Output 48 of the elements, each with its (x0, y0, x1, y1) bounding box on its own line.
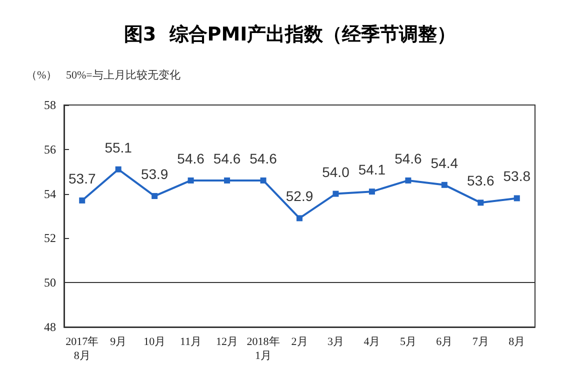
data-label: 53.8 (503, 168, 531, 184)
point (188, 177, 194, 184)
x-tick-label: 3月 (327, 336, 344, 348)
data-label: 53.7 (68, 170, 96, 186)
y-axis-title: （%） (26, 70, 58, 82)
data-label: 54.6 (213, 150, 241, 166)
x-tick-label: 7月 (472, 336, 489, 348)
point (115, 166, 122, 172)
data-label: 53.9 (140, 166, 168, 182)
point (79, 197, 86, 204)
y-tick-label: 58 (44, 98, 56, 112)
x-tick-label: 2018年 1月 (246, 336, 280, 362)
x-tick-label: 6月 (436, 336, 453, 348)
data-label: 54.6 (394, 150, 422, 166)
x-tick-label: 2017年 8月 (66, 336, 99, 362)
y-tick-label: 56 (44, 142, 56, 156)
data-label: 54.4 (430, 154, 458, 171)
y-tick-label: 48 (44, 320, 56, 334)
x-tick-label: 4月 (364, 336, 380, 348)
x-tick-label: 5月 (400, 336, 416, 348)
data-label: 54.1 (358, 162, 386, 178)
data-label: 54.6 (250, 150, 278, 166)
data-label: 54.0 (322, 164, 350, 180)
x-tick-label: 12月 (216, 336, 238, 348)
data-label: 52.9 (286, 188, 314, 204)
chart-title: 图3 综合PMI产出指数（经季节调整） (124, 24, 456, 46)
point (405, 177, 412, 184)
y-tick-label: 50 (44, 276, 56, 290)
point (441, 182, 448, 188)
x-tick-label: 10月 (144, 336, 166, 348)
text: 50%=与上月比较无变化 (66, 68, 180, 82)
data-label: 54.6 (177, 150, 205, 166)
point (224, 177, 230, 184)
point (514, 195, 520, 202)
y-tick-label: 54 (44, 186, 56, 201)
data-label: 55.1 (104, 139, 132, 156)
x-tick-label: 2月 (291, 336, 308, 348)
x-tick-label: 11月 (180, 336, 202, 348)
x-tick-label: 8月 (508, 336, 526, 348)
point (368, 188, 375, 195)
point (296, 215, 302, 222)
data-label: 53.6 (467, 172, 494, 189)
point (260, 177, 266, 184)
point (332, 190, 339, 197)
x-tick-label: 9月 (110, 336, 127, 348)
y-tick-label: 52 (44, 231, 56, 246)
point (152, 193, 158, 200)
point (478, 200, 484, 206)
